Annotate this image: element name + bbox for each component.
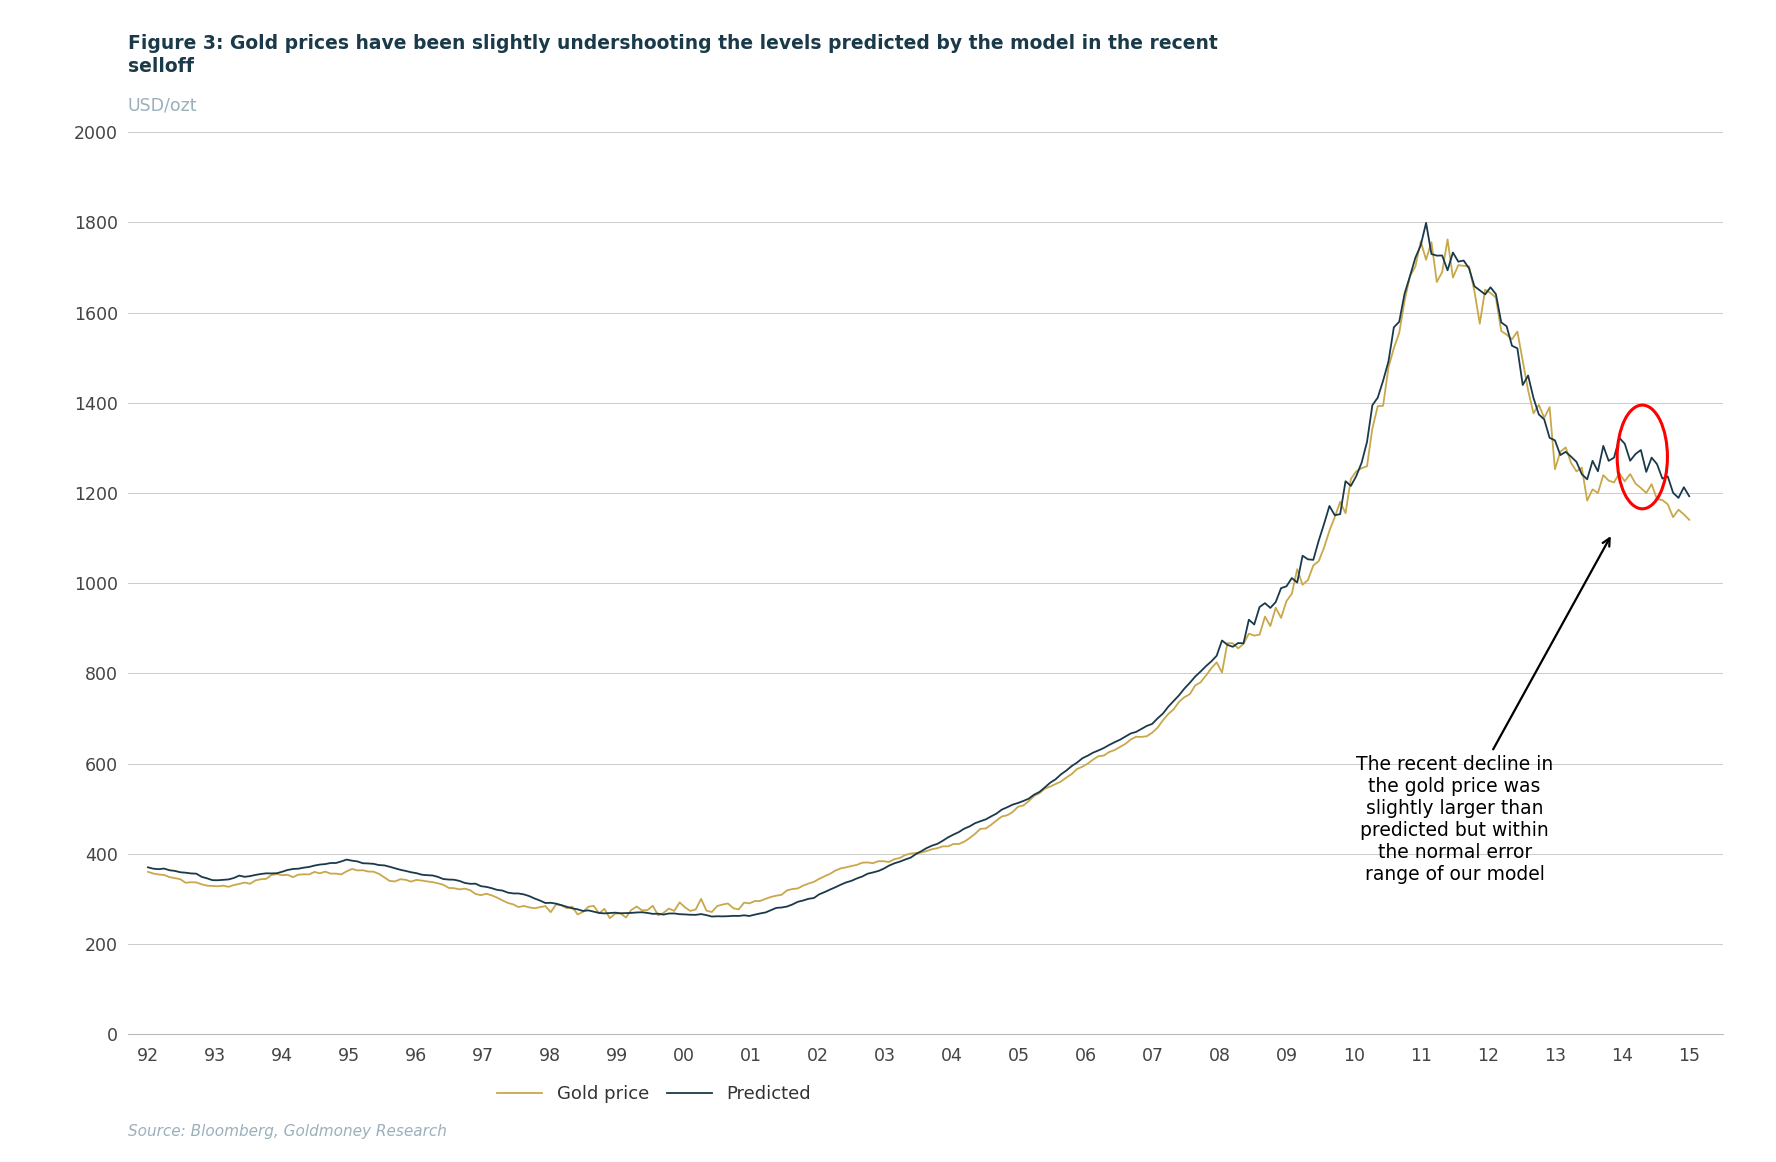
Predicted xyxy=(1469,284,1490,297)
Predicted xyxy=(1415,216,1437,230)
Predicted xyxy=(1442,245,1463,259)
Text: USD/ozt: USD/ozt xyxy=(128,96,197,114)
Predicted xyxy=(137,860,158,874)
Gold price xyxy=(1506,324,1527,338)
Line: Predicted: Predicted xyxy=(147,223,1689,917)
Predicted xyxy=(1678,489,1700,503)
Text: selloff: selloff xyxy=(128,57,194,76)
Predicted xyxy=(1506,342,1527,356)
Gold price xyxy=(1437,232,1458,246)
Gold price xyxy=(1469,317,1490,331)
Predicted xyxy=(272,865,293,878)
Gold price xyxy=(1678,512,1700,526)
Gold price xyxy=(272,868,293,882)
Gold price xyxy=(137,865,158,878)
Gold price xyxy=(1442,271,1463,285)
Predicted xyxy=(702,910,723,924)
Legend: Gold price, Predicted: Gold price, Predicted xyxy=(490,1078,819,1111)
Gold price xyxy=(1556,440,1577,454)
Text: The recent decline in
the gold price was
slightly larger than
predicted but with: The recent decline in the gold price was… xyxy=(1357,538,1609,883)
Predicted xyxy=(1556,445,1577,459)
Gold price xyxy=(599,911,620,925)
Line: Gold price: Gold price xyxy=(147,239,1689,918)
Text: Source: Bloomberg, Goldmoney Research: Source: Bloomberg, Goldmoney Research xyxy=(128,1125,448,1140)
Gold price xyxy=(922,842,943,856)
Predicted xyxy=(922,839,943,853)
Text: Figure 3: Gold prices have been slightly undershooting the levels predicted by t: Figure 3: Gold prices have been slightly… xyxy=(128,34,1218,52)
